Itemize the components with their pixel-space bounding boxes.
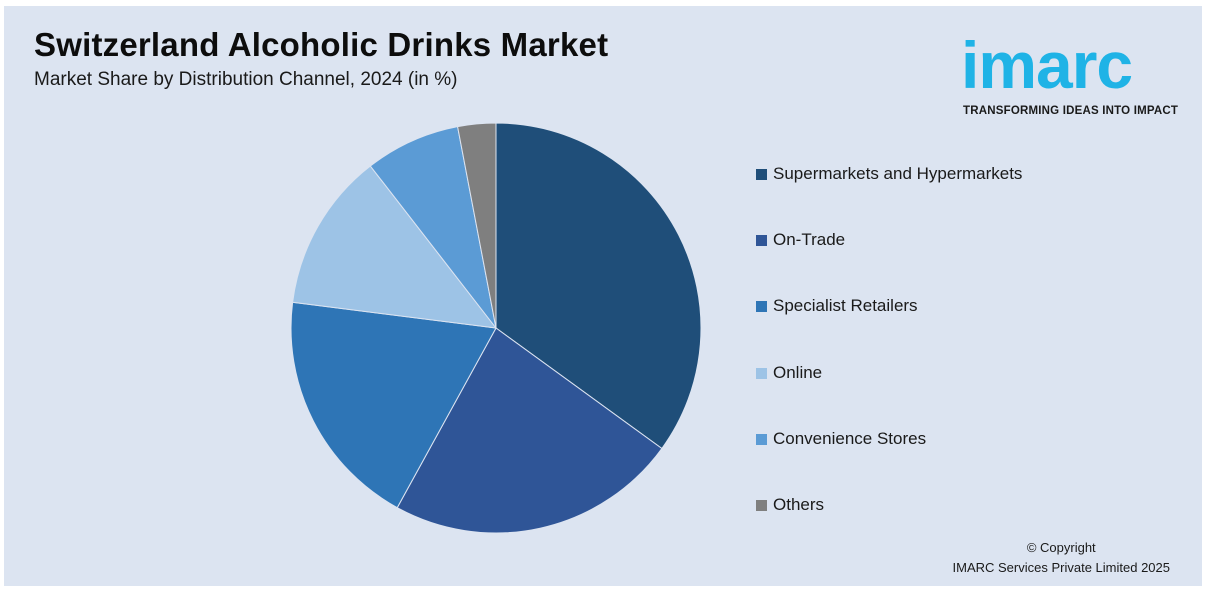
chart-subtitle: Market Share by Distribution Channel, 20…	[34, 69, 458, 90]
copyright-line-2: IMARC Services Private Limited 2025	[952, 560, 1170, 575]
legend-label: Specialist Retailers	[773, 296, 918, 316]
pie-slice-supermarkets-and-hypermarkets	[495, 122, 702, 450]
chart-title: Switzerland Alcoholic Drinks Market	[34, 26, 609, 63]
pie-slice-on-trade	[396, 327, 663, 534]
legend-label: Supermarkets and Hypermarkets	[773, 164, 1023, 183]
legend-swatch	[756, 367, 767, 379]
copyright-notice: © Copyright IMARC Services Private Limit…	[953, 538, 1170, 578]
imarc-logo: imarc TRANSFORMING IDEAS INTO IMPACT	[959, 22, 1199, 122]
chart-panel: Switzerland Alcoholic Drinks Market Mark…	[4, 6, 1202, 586]
logo-wordmark: imarc	[961, 28, 1133, 102]
legend-swatch	[756, 235, 767, 247]
legend-label: Convenience Stores	[773, 428, 927, 448]
legend-swatch	[756, 301, 767, 313]
logo-tagline: TRANSFORMING IDEAS INTO IMPACT	[963, 105, 1179, 117]
legend-label: Others	[773, 495, 825, 514]
pie-slice-convenience-stores	[369, 126, 497, 329]
pie-slice-specialist-retailers	[290, 301, 497, 509]
pie-slice-others	[457, 122, 497, 329]
pie-slice-online	[292, 165, 498, 329]
legend-swatch	[756, 169, 767, 180]
pie-chart	[290, 122, 702, 534]
legend-label: Online	[773, 362, 823, 382]
legend-swatch	[756, 433, 767, 445]
legend-swatch	[756, 500, 767, 511]
legend-label: On-Trade	[773, 230, 846, 250]
copyright-line-1: © Copyright	[1026, 540, 1096, 555]
